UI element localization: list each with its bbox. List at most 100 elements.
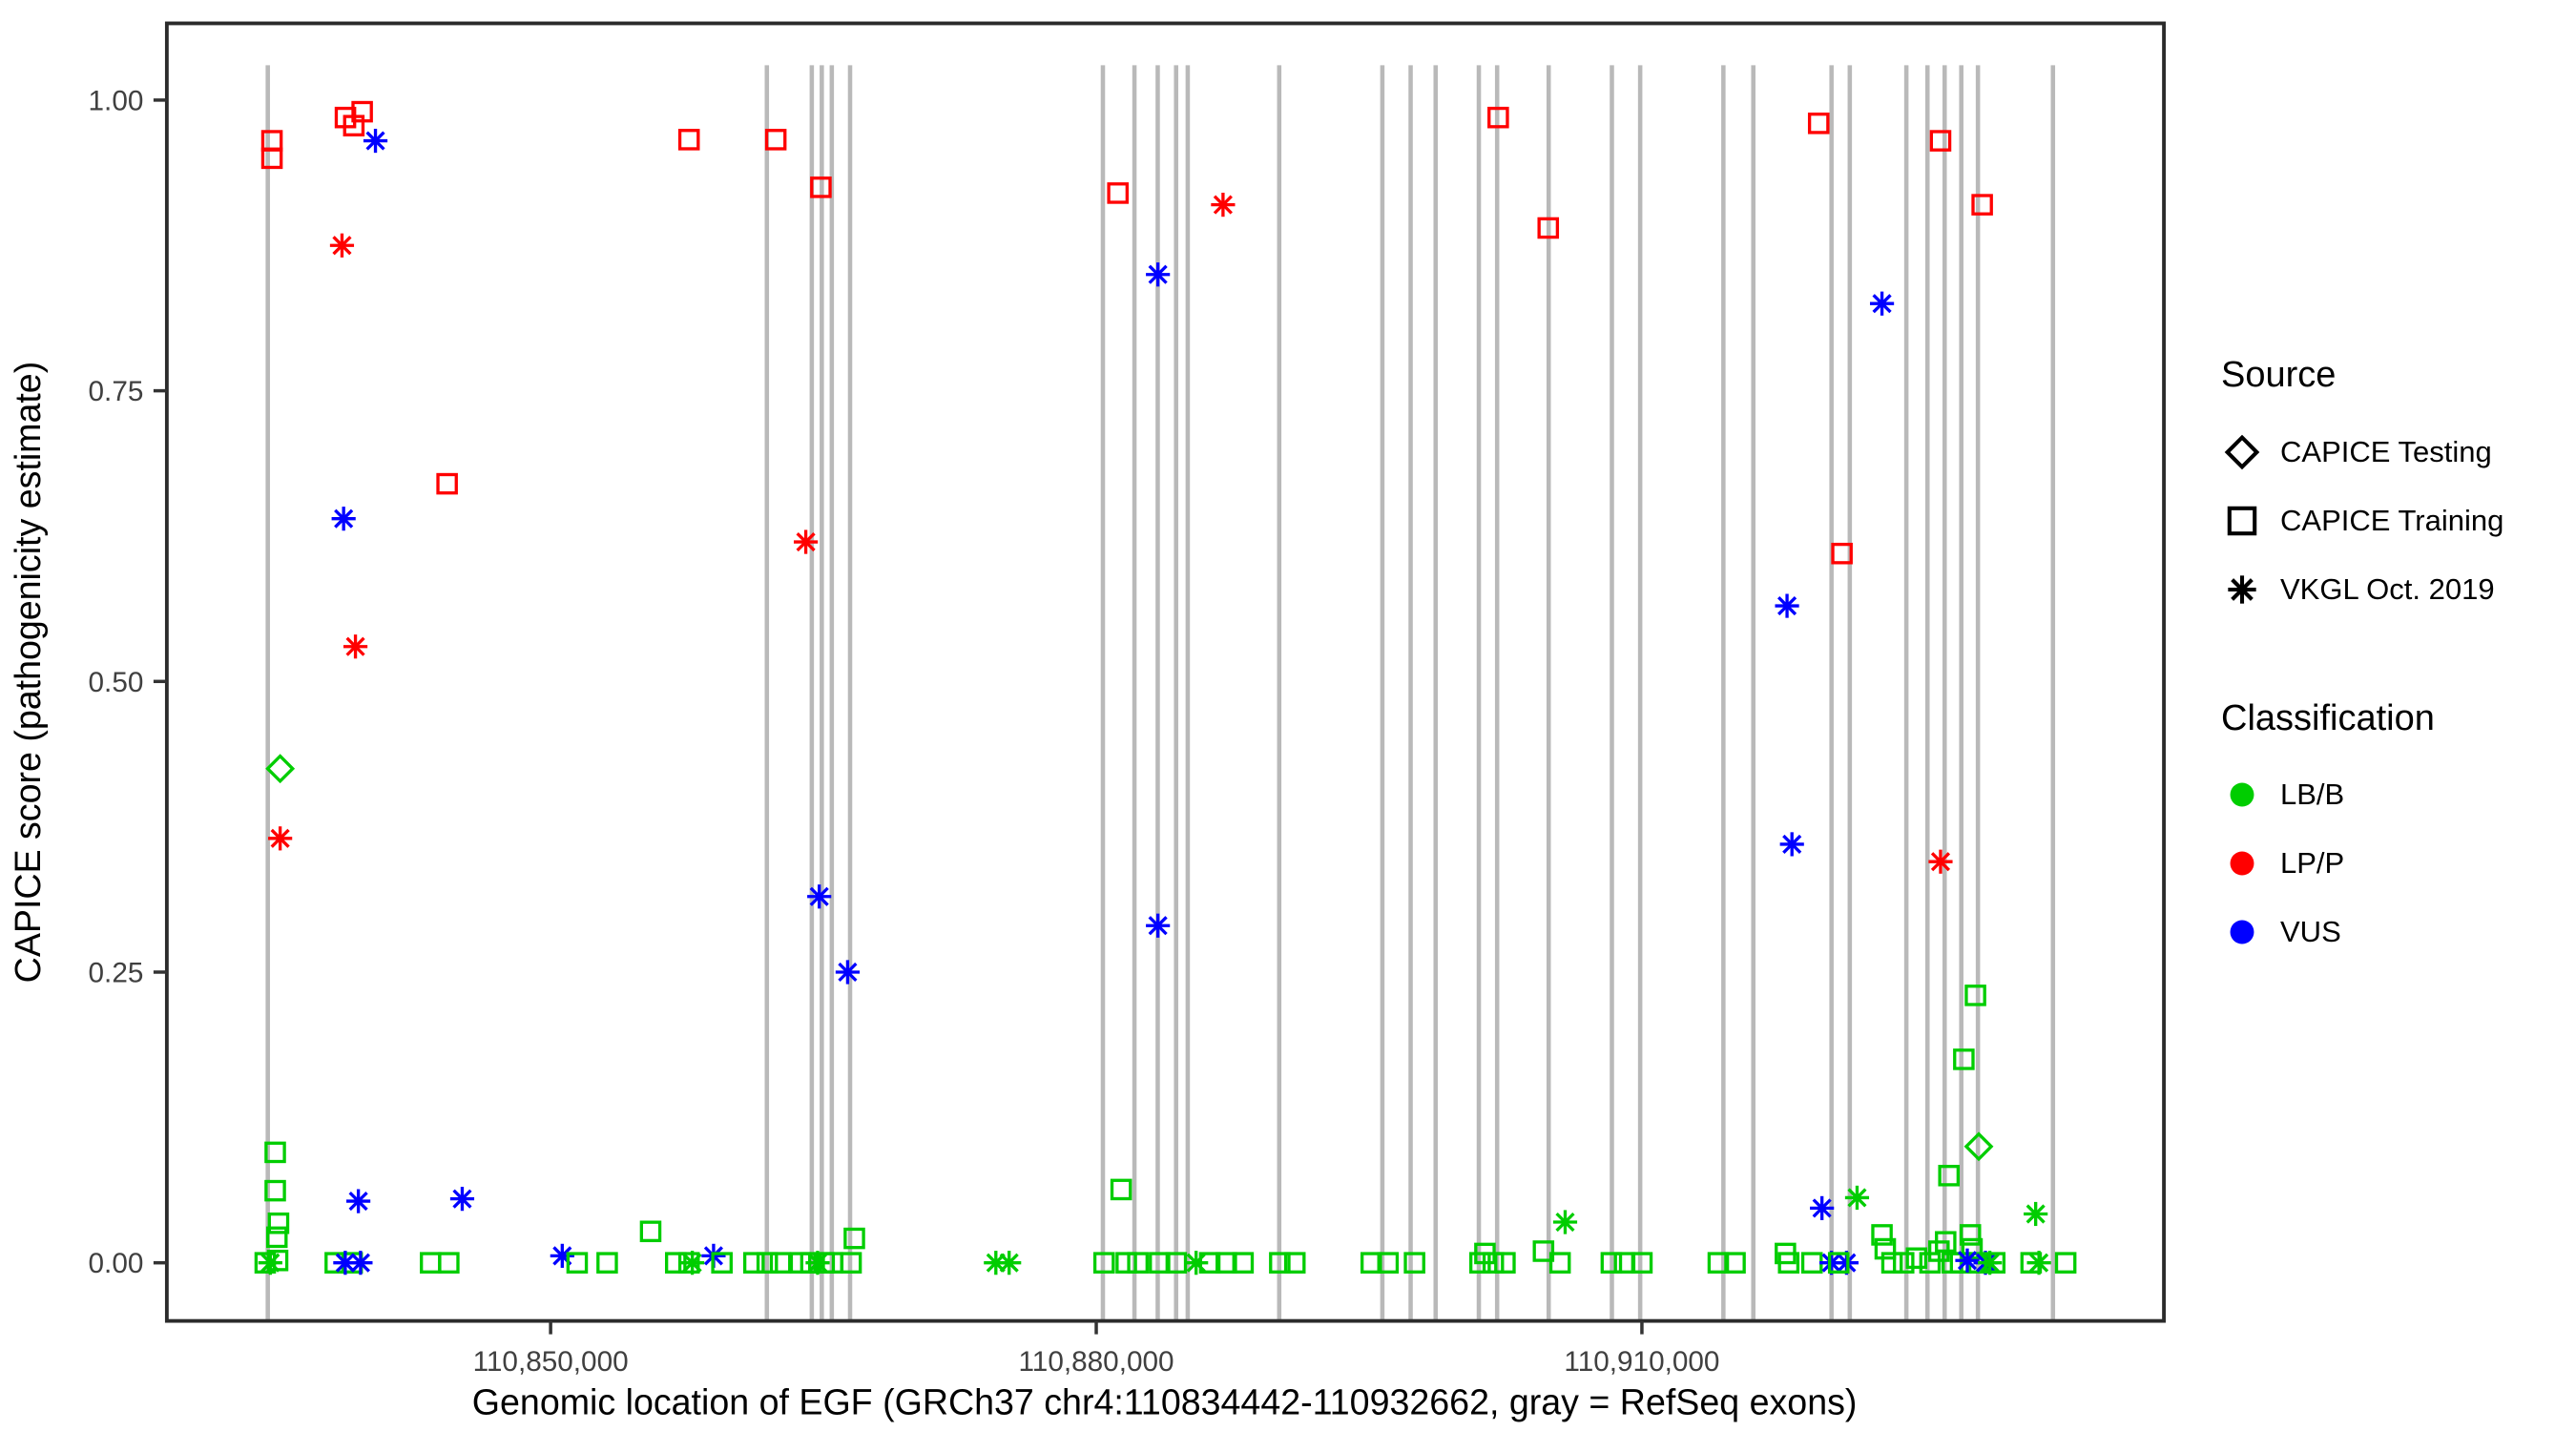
- data-point: [348, 1251, 373, 1275]
- data-point: [1905, 1247, 1928, 1270]
- data-point: [266, 1249, 289, 1272]
- x-axis-title: Genomic location of EGF (GRCh37 chr4:110…: [472, 1382, 1858, 1422]
- legend-item-source: CAPICE Testing: [2221, 418, 2503, 487]
- data-point: [1964, 985, 1986, 1006]
- data-point: [1953, 1048, 1975, 1070]
- data-point: [1928, 849, 1953, 874]
- data-point: [756, 1252, 779, 1274]
- y-tick-label: 0.00: [89, 1248, 144, 1279]
- data-point: [566, 1252, 589, 1274]
- data-point: [438, 1252, 460, 1274]
- data-point: [1807, 113, 1830, 135]
- data-point: [449, 1187, 475, 1212]
- legend-item-classification: LP/P: [2221, 829, 2503, 898]
- legend-item-label: VUS: [2280, 915, 2341, 949]
- legend-item-source: CAPICE Training: [2221, 487, 2503, 555]
- data-point: [1487, 106, 1509, 129]
- data-point: [1880, 1252, 1903, 1274]
- data-point: [1482, 1252, 1505, 1274]
- data-point: [1874, 1237, 1897, 1260]
- data-point: [1871, 1224, 1893, 1246]
- data-point: [680, 1251, 705, 1275]
- data-point: [1537, 217, 1560, 239]
- data-point: [550, 1243, 574, 1268]
- data-point: [363, 128, 388, 154]
- data-point: [677, 129, 700, 151]
- data-point: [1127, 1252, 1149, 1274]
- data-point: [1779, 832, 1804, 857]
- data-point: [1959, 1224, 1982, 1246]
- data-point: [769, 1252, 792, 1274]
- data-point: [1215, 1252, 1237, 1274]
- legend-item-source: VKGL Oct. 2019: [2221, 555, 2503, 624]
- data-point: [264, 1179, 286, 1202]
- y-tick-label: 0.50: [89, 667, 144, 698]
- data-point: [343, 634, 368, 659]
- legend-source-items: CAPICE Testing CAPICE Training VKGL Oct. 2…: [2221, 418, 2503, 624]
- data-point: [2024, 1201, 2048, 1227]
- data-point: [1283, 1252, 1306, 1274]
- data-point: [2054, 1252, 2077, 1274]
- data-point: [1146, 913, 1171, 938]
- data-point: [265, 1226, 288, 1249]
- legend-classification-items: LB/B LP/P VUS: [2221, 760, 2503, 966]
- legend-item-classification: LB/B: [2221, 760, 2503, 829]
- legend-item-label: LP/P: [2280, 846, 2345, 881]
- data-point: [840, 1252, 862, 1274]
- plot-generated-layer: 110,850,000 110,880,000 110,910,000 0.00 0.2…: [89, 21, 2166, 1378]
- x-tick-label: 110,850,000: [473, 1346, 629, 1378]
- data-point: [1198, 1252, 1221, 1274]
- data-point: [1377, 1252, 1400, 1274]
- data-point: [1892, 1252, 1915, 1274]
- legend-item-label: CAPICE Training: [2280, 503, 2504, 537]
- data-point: [1777, 1252, 1800, 1274]
- asterisk-icon: [2221, 569, 2263, 611]
- exon-lines: [265, 65, 2056, 1319]
- data-point: [2026, 1251, 2051, 1275]
- data-point: [265, 754, 296, 784]
- data-point: [1360, 1252, 1382, 1274]
- data-point: [843, 1227, 865, 1250]
- square-icon: [2221, 500, 2263, 542]
- data-point: [1929, 130, 1952, 152]
- legend-item-label: CAPICE Testing: [2280, 434, 2492, 468]
- data-point: [1827, 1252, 1850, 1274]
- data-point: [267, 1212, 290, 1234]
- data-point: [1631, 1252, 1653, 1274]
- data-point: [835, 960, 861, 985]
- data-point: [1107, 182, 1129, 204]
- data-point: [264, 1141, 286, 1164]
- data-point: [1149, 1252, 1171, 1274]
- data-point: [764, 129, 787, 151]
- data-point: [1232, 1252, 1255, 1274]
- data-point: [346, 1189, 371, 1213]
- data-point: [260, 147, 283, 170]
- diamond-icon: [2221, 431, 2263, 473]
- data-point: [1532, 1240, 1555, 1262]
- legend-source-title: Source: [2221, 355, 2337, 395]
- data-point: [1724, 1252, 1746, 1274]
- x-tick-label: 110,910,000: [1564, 1346, 1719, 1378]
- data-point: [1552, 1210, 1578, 1234]
- legend-classification-title: Classification: [2221, 697, 2435, 738]
- data-point: [1468, 1252, 1491, 1274]
- data-point: [1831, 542, 1853, 565]
- data-point: [1775, 593, 1799, 618]
- data-point: [810, 176, 832, 198]
- legend-panel: Source CAPICE Testing CAPICE Training VKGL…: [2221, 355, 2503, 966]
- data-point: [1963, 1131, 1994, 1162]
- panel-border: [164, 21, 2166, 1323]
- data-point: [1707, 1252, 1730, 1274]
- axis-ticks: 110,850,000 110,880,000 110,910,000 0.00 0.2…: [89, 85, 1720, 1378]
- data-point: [742, 1252, 765, 1274]
- data-point: [997, 1251, 1022, 1275]
- y-axis-title: CAPICE score (pathogenicity estimate): [8, 362, 48, 984]
- data-point: [436, 472, 458, 495]
- data-point: [1810, 1195, 1835, 1220]
- legend-item-classification: VUS: [2221, 898, 2503, 966]
- legend-classification-group: Classification LB/B LP/P VUS: [2221, 698, 2503, 967]
- legend-source-group: Source CAPICE Testing CAPICE Training VKGL…: [2221, 355, 2503, 624]
- data-point: [1110, 1178, 1132, 1201]
- circle-icon: [2221, 774, 2263, 816]
- data-point: [1146, 262, 1171, 287]
